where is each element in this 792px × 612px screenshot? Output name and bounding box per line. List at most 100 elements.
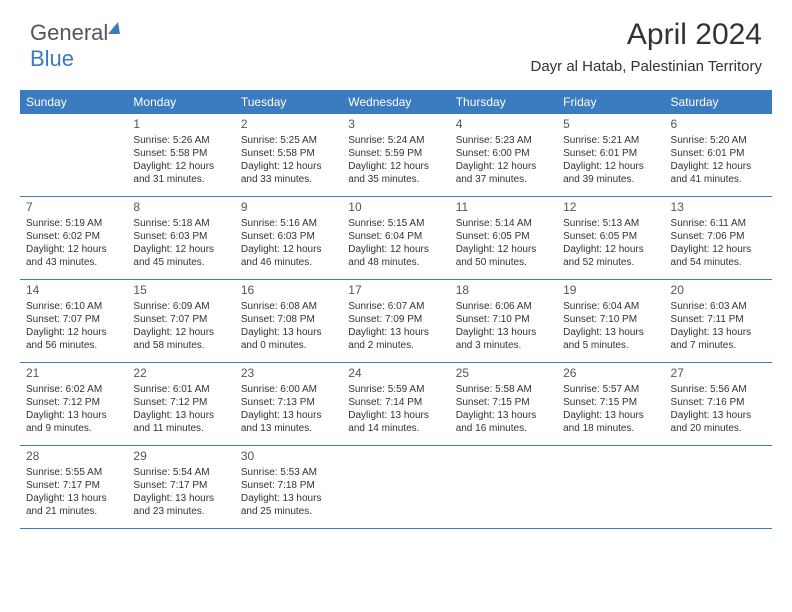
calendar: SundayMondayTuesdayWednesdayThursdayFrid… (20, 90, 772, 529)
day-info-line: Sunrise: 6:04 AM (563, 300, 658, 313)
day-info-line: Daylight: 12 hours (133, 160, 228, 173)
day-info-line: Daylight: 12 hours (241, 160, 336, 173)
day-info-line: Sunrise: 5:53 AM (241, 466, 336, 479)
day-info-line: Sunrise: 6:06 AM (456, 300, 551, 313)
day-number: 14 (26, 283, 121, 299)
day-number: 1 (133, 117, 228, 133)
day-info-line: and 11 minutes. (133, 422, 228, 435)
day-info-line: Sunset: 5:58 PM (133, 147, 228, 160)
day-cell: 5Sunrise: 5:21 AMSunset: 6:01 PMDaylight… (557, 114, 664, 196)
day-number: 18 (456, 283, 551, 299)
day-info-line: Sunset: 7:10 PM (456, 313, 551, 326)
day-cell: 21Sunrise: 6:02 AMSunset: 7:12 PMDayligh… (20, 363, 127, 445)
day-info-line: Sunrise: 5:55 AM (26, 466, 121, 479)
day-info-line: and 48 minutes. (348, 256, 443, 269)
day-info-line: Sunset: 6:05 PM (563, 230, 658, 243)
day-cell: 11Sunrise: 5:14 AMSunset: 6:05 PMDayligh… (450, 197, 557, 279)
day-info-line: Sunset: 6:05 PM (456, 230, 551, 243)
day-info-line: Daylight: 13 hours (456, 409, 551, 422)
day-info-line: and 58 minutes. (133, 339, 228, 352)
logo-text-2: Blue (30, 46, 74, 71)
day-info-line: Sunset: 7:12 PM (133, 396, 228, 409)
day-number: 6 (671, 117, 766, 133)
day-cell (20, 114, 127, 196)
day-cell: 8Sunrise: 5:18 AMSunset: 6:03 PMDaylight… (127, 197, 234, 279)
day-info-line: Sunrise: 5:20 AM (671, 134, 766, 147)
day-cell: 26Sunrise: 5:57 AMSunset: 7:15 PMDayligh… (557, 363, 664, 445)
day-info-line: Daylight: 13 hours (241, 492, 336, 505)
month-title: April 2024 (531, 18, 763, 52)
day-header: Sunday (20, 90, 127, 114)
day-info-line: and 46 minutes. (241, 256, 336, 269)
day-info-line: Sunset: 7:10 PM (563, 313, 658, 326)
day-header: Monday (127, 90, 234, 114)
day-info-line: Sunset: 6:02 PM (26, 230, 121, 243)
day-info-line: Daylight: 12 hours (133, 243, 228, 256)
day-number: 24 (348, 366, 443, 382)
day-number: 9 (241, 200, 336, 216)
day-info-line: Sunset: 6:01 PM (671, 147, 766, 160)
day-info-line: Sunset: 5:58 PM (241, 147, 336, 160)
day-info-line: Sunset: 7:17 PM (133, 479, 228, 492)
day-cell: 22Sunrise: 6:01 AMSunset: 7:12 PMDayligh… (127, 363, 234, 445)
day-info-line: Daylight: 12 hours (348, 160, 443, 173)
day-info-line: Daylight: 13 hours (671, 409, 766, 422)
day-number: 8 (133, 200, 228, 216)
day-info-line: and 33 minutes. (241, 173, 336, 186)
day-info-line: Sunset: 7:15 PM (563, 396, 658, 409)
day-info-line: Sunset: 7:18 PM (241, 479, 336, 492)
day-info-line: Daylight: 12 hours (26, 326, 121, 339)
day-info-line: and 18 minutes. (563, 422, 658, 435)
day-cell: 18Sunrise: 6:06 AMSunset: 7:10 PMDayligh… (450, 280, 557, 362)
day-info-line: Sunset: 7:12 PM (26, 396, 121, 409)
day-info-line: Sunrise: 5:23 AM (456, 134, 551, 147)
day-info-line: Sunset: 7:09 PM (348, 313, 443, 326)
day-info-line: Sunset: 7:08 PM (241, 313, 336, 326)
day-info-line: and 16 minutes. (456, 422, 551, 435)
day-cell: 24Sunrise: 5:59 AMSunset: 7:14 PMDayligh… (342, 363, 449, 445)
day-cell: 4Sunrise: 5:23 AMSunset: 6:00 PMDaylight… (450, 114, 557, 196)
day-number: 5 (563, 117, 658, 133)
day-info-line: Sunrise: 5:19 AM (26, 217, 121, 230)
day-info-line: Sunrise: 5:15 AM (348, 217, 443, 230)
week-row: 21Sunrise: 6:02 AMSunset: 7:12 PMDayligh… (20, 363, 772, 446)
day-number: 13 (671, 200, 766, 216)
day-info-line: and 35 minutes. (348, 173, 443, 186)
day-info-line: Daylight: 12 hours (563, 160, 658, 173)
day-info-line: and 20 minutes. (671, 422, 766, 435)
day-info-line: Sunrise: 5:56 AM (671, 383, 766, 396)
day-info-line: and 37 minutes. (456, 173, 551, 186)
day-info-line: Sunrise: 5:18 AM (133, 217, 228, 230)
day-info-line: Sunset: 6:01 PM (563, 147, 658, 160)
day-info-line: Sunrise: 5:13 AM (563, 217, 658, 230)
day-info-line: Sunset: 7:07 PM (133, 313, 228, 326)
day-number: 30 (241, 449, 336, 465)
day-info-line: and 21 minutes. (26, 505, 121, 518)
day-cell: 17Sunrise: 6:07 AMSunset: 7:09 PMDayligh… (342, 280, 449, 362)
day-info-line: Sunrise: 6:01 AM (133, 383, 228, 396)
day-cell: 10Sunrise: 5:15 AMSunset: 6:04 PMDayligh… (342, 197, 449, 279)
day-info-line: Sunrise: 5:25 AM (241, 134, 336, 147)
day-info-line: Sunset: 7:16 PM (671, 396, 766, 409)
day-number: 20 (671, 283, 766, 299)
day-cell: 2Sunrise: 5:25 AMSunset: 5:58 PMDaylight… (235, 114, 342, 196)
day-header: Wednesday (342, 90, 449, 114)
day-info-line: and 41 minutes. (671, 173, 766, 186)
day-info-line: Daylight: 12 hours (241, 243, 336, 256)
day-info-line: Daylight: 12 hours (133, 326, 228, 339)
day-info-line: Sunrise: 5:26 AM (133, 134, 228, 147)
day-info-line: Sunset: 7:15 PM (456, 396, 551, 409)
day-cell (665, 446, 772, 528)
day-number: 27 (671, 366, 766, 382)
day-number: 28 (26, 449, 121, 465)
day-info-line: Daylight: 12 hours (671, 160, 766, 173)
day-info-line: Daylight: 13 hours (241, 326, 336, 339)
day-cell: 12Sunrise: 5:13 AMSunset: 6:05 PMDayligh… (557, 197, 664, 279)
day-cell: 16Sunrise: 6:08 AMSunset: 7:08 PMDayligh… (235, 280, 342, 362)
day-info-line: Sunrise: 5:24 AM (348, 134, 443, 147)
day-info-line: and 50 minutes. (456, 256, 551, 269)
day-info-line: Sunrise: 6:00 AM (241, 383, 336, 396)
day-info-line: Sunset: 7:07 PM (26, 313, 121, 326)
day-cell: 9Sunrise: 5:16 AMSunset: 6:03 PMDaylight… (235, 197, 342, 279)
day-number: 15 (133, 283, 228, 299)
